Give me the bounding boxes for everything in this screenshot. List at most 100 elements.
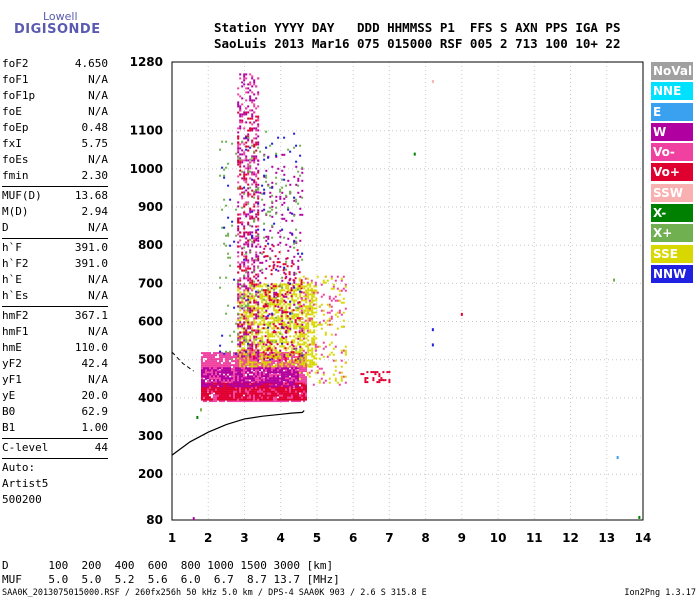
echo-point: [613, 278, 616, 282]
param-value: 44: [94, 441, 108, 454]
header-values-cell: 713: [515, 36, 546, 51]
header-labels-cell: P1: [439, 20, 470, 35]
header-values-cell: 22: [605, 36, 621, 51]
param-value: 391.0: [74, 241, 108, 254]
header-values-cell: 10+: [575, 36, 606, 51]
echo-cluster: [237, 111, 260, 360]
param-value: 4.650: [74, 57, 108, 70]
parameter-panel: foF2 4.650 foF1 N/A foF1p N/A foE N/A foEp 0.48 fx…: [2, 56, 108, 508]
param-row: hmF1 N/A: [2, 324, 108, 340]
echo-cluster: [262, 245, 303, 362]
param-value: 2.94: [81, 205, 109, 218]
legend-item: W: [651, 122, 693, 141]
param-row: fxI 5.75: [2, 136, 108, 152]
echo-point: [431, 328, 434, 332]
plot-frame: [171, 61, 644, 521]
param-label: h`F: [2, 241, 22, 254]
param-label: D: [2, 221, 9, 234]
param-divider: [2, 306, 108, 307]
legend-item: X+: [651, 224, 693, 243]
echo-point: [616, 456, 619, 460]
param-label: yF1: [2, 373, 22, 386]
param-label: h`Es: [2, 289, 29, 302]
param-row: h`F 391.0: [2, 240, 108, 256]
autoscale-line2: Artist5: [2, 477, 49, 490]
param-value: 5.75: [81, 137, 109, 150]
header-labels-cell: AXN: [515, 20, 546, 35]
param-label: foE: [2, 105, 22, 118]
param-label: fxI: [2, 137, 22, 150]
param-label: foEs: [2, 153, 29, 166]
param-row: fmin 2.30: [2, 168, 108, 184]
param-label: h`F2: [2, 257, 29, 270]
param-row: yF2 42.4: [2, 356, 108, 372]
param-row: h`Es N/A: [2, 288, 108, 304]
param-value: 2.30: [81, 169, 109, 182]
param-divider: [2, 238, 108, 239]
param-label: foF1p: [2, 89, 36, 102]
param-value: N/A: [88, 373, 108, 386]
param-label: B1: [2, 421, 16, 434]
profile-trace: [171, 410, 305, 456]
legend: NoVal NNE E W Vo- Vo+ SSW X- X+ SSE NNW: [651, 62, 693, 285]
param-label: hmE: [2, 341, 22, 354]
param-value: N/A: [88, 289, 108, 302]
param-label: foEp: [2, 121, 29, 134]
x-tick-label: 9: [458, 531, 466, 545]
param-value: N/A: [88, 153, 108, 166]
param-label: h`E: [2, 273, 22, 286]
echo-point: [460, 312, 463, 316]
param-label: M(D): [2, 205, 29, 218]
param-row: MUF(D) 13.68: [2, 188, 108, 204]
param-row: hmF2 367.1: [2, 308, 108, 324]
legend-item: SSE: [651, 244, 693, 263]
param-label: C-level: [2, 441, 49, 454]
param-value: 367.1: [74, 309, 108, 322]
param-value: N/A: [88, 273, 108, 286]
param-label: MUF(D): [2, 189, 42, 202]
param-value: N/A: [88, 325, 108, 338]
param-value: 110.0: [74, 341, 108, 354]
param-label: hmF2: [2, 309, 29, 322]
echo-cluster: [219, 130, 304, 361]
y-tick-label: 400: [138, 391, 163, 405]
header-labels-cell: HHMMSS: [387, 20, 440, 35]
header-labels-cell: PS: [605, 20, 621, 35]
station-header: Station YYYY DAY DDD HHMMSS P1 FFS S AXN…: [214, 20, 620, 52]
param-value: N/A: [88, 221, 108, 234]
y-tick-label: 1100: [130, 124, 163, 138]
legend-item: Vo-: [651, 143, 693, 162]
param-label: B0: [2, 405, 16, 418]
param-value: N/A: [88, 105, 108, 118]
x-tick-label: 14: [635, 531, 652, 545]
param-value: 20.0: [81, 389, 109, 402]
param-row: h`F2 391.0: [2, 256, 108, 272]
param-row: foEs N/A: [2, 152, 108, 168]
logo-digisonde-text: DIGISONDE: [14, 22, 101, 37]
param-row: foE N/A: [2, 104, 108, 120]
header-values: SaoLuis 2013 Mar16 075 015000 RSF 005 2 …: [214, 36, 620, 52]
param-row: C-level 44: [2, 440, 108, 456]
header-labels-cell: S: [500, 20, 516, 35]
param-row: foF1p N/A: [2, 88, 108, 104]
echo-cluster: [201, 367, 299, 388]
header-labels-cell: Station: [214, 20, 275, 35]
echo-point: [431, 343, 434, 347]
header-labels-cell: FFS: [469, 20, 501, 35]
param-row: yE 20.0: [2, 388, 108, 404]
param-value: 0.48: [81, 121, 109, 134]
echo-point: [192, 517, 195, 521]
param-label: hmF1: [2, 325, 29, 338]
x-tick-label: 13: [598, 531, 615, 545]
param-value: 42.4: [81, 357, 109, 370]
echo-point: [196, 415, 199, 419]
footer-version: Ion2Png 1.3.17: [624, 588, 696, 598]
header-values-cell: 2013: [274, 36, 312, 51]
param-row: hmE 110.0: [2, 340, 108, 356]
y-tick-label: 500: [138, 353, 163, 367]
header-labels-cell: DAY: [311, 20, 358, 35]
header-values-cell: Mar16: [311, 36, 358, 51]
param-value: N/A: [88, 89, 108, 102]
param-value: 1.00: [81, 421, 109, 434]
